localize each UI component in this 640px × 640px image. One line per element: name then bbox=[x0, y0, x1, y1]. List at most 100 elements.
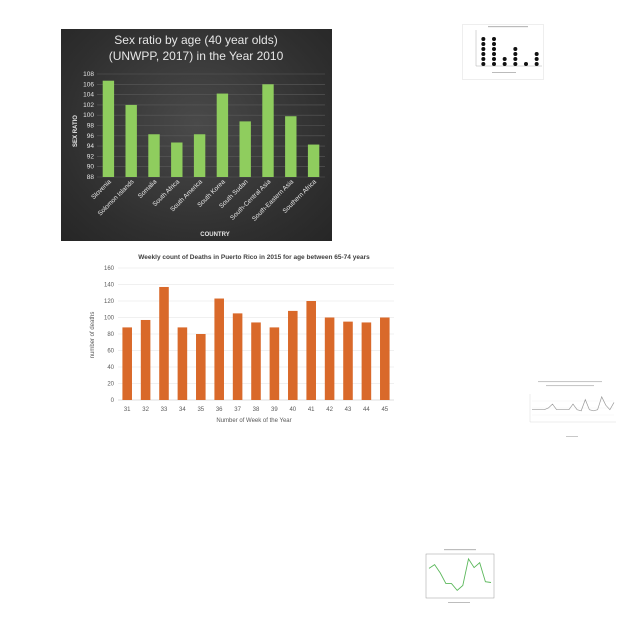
chart2-bar bbox=[306, 301, 316, 400]
chart2-y-tick-label: 100 bbox=[104, 316, 115, 322]
chart1-x-tick-label: Somalia bbox=[137, 178, 159, 200]
chart2-y-tick-label: 40 bbox=[107, 365, 114, 371]
chart2-bar bbox=[214, 298, 224, 400]
chart2-x-tick-label: 45 bbox=[381, 407, 388, 413]
chart2-x-tick-label: 40 bbox=[289, 407, 296, 413]
thumbnail-dot bbox=[492, 47, 496, 51]
chart1-y-tick-label: 90 bbox=[87, 164, 95, 171]
chart2-x-tick-label: 42 bbox=[326, 407, 333, 413]
chart1-y-tick-label: 94 bbox=[87, 143, 95, 150]
chart2-x-tick-label: 34 bbox=[179, 407, 186, 413]
thumbnail-line-chart-svg bbox=[529, 381, 616, 437]
chart1-y-tick-label: 100 bbox=[83, 112, 94, 119]
chart2-bar bbox=[177, 327, 188, 400]
chart1-y-tick-label: 106 bbox=[83, 81, 94, 88]
chart2-y-tick-label: 120 bbox=[104, 299, 115, 305]
sex-ratio-chart: Sex ratio by age (40 year olds) (UNWPP, … bbox=[61, 29, 332, 241]
chart1-bar bbox=[193, 134, 206, 177]
chart1-x-axis-label: COUNTRY bbox=[200, 232, 229, 238]
thumbnail-dot bbox=[492, 62, 496, 66]
chart2-x-tick-label: 36 bbox=[216, 407, 223, 413]
chart2-y-tick-label: 80 bbox=[107, 332, 114, 338]
chart2-bar bbox=[324, 317, 335, 400]
chart1-bar bbox=[148, 134, 160, 177]
chart2-bar bbox=[288, 310, 298, 400]
chart2-bar bbox=[196, 334, 206, 400]
chart2-bar bbox=[343, 321, 353, 400]
chart2-bar bbox=[251, 322, 261, 400]
chart2-y-tick-label: 140 bbox=[104, 283, 115, 289]
chart2-bar bbox=[269, 327, 280, 400]
thumbnail-dot bbox=[534, 62, 539, 66]
chart1-bar bbox=[216, 93, 229, 177]
chart1-bar bbox=[285, 116, 297, 177]
chart2-x-tick-label: 44 bbox=[363, 407, 370, 413]
thumbnail-dot-chart bbox=[462, 24, 544, 80]
thumbnail-green-line-chart-svg bbox=[425, 549, 495, 603]
chart2-y-axis-label: number of deaths bbox=[90, 312, 96, 359]
chart2-title: Weekly count of Deaths in Puerto Rico in… bbox=[138, 254, 370, 261]
thumbnail-green-line-chart bbox=[418, 545, 500, 605]
chart1-y-tick-label: 104 bbox=[83, 92, 94, 99]
chart2-x-tick-label: 43 bbox=[345, 407, 352, 413]
chart2-y-tick-label: 60 bbox=[107, 349, 114, 355]
thumbnail-line-chart bbox=[522, 378, 618, 440]
chart2-bar bbox=[361, 322, 372, 400]
thumbnail-dot bbox=[481, 62, 486, 66]
chart1-subtitle: (UNWPP, 2017) in the Year 2010 bbox=[109, 49, 284, 63]
chart2-x-tick-label: 41 bbox=[308, 407, 315, 413]
sex-ratio-chart-svg: Sex ratio by age (40 year olds) (UNWPP, … bbox=[73, 33, 325, 238]
chart1-y-tick-label: 102 bbox=[83, 102, 94, 109]
thumbnail-dot bbox=[492, 37, 496, 41]
chart2-bar bbox=[140, 319, 151, 400]
chart1-y-axis-label: SEX RATIO bbox=[73, 115, 79, 147]
chart2-x-tick-label: 33 bbox=[161, 407, 168, 413]
thumbnail-dot bbox=[502, 62, 507, 66]
thumbnail-dot bbox=[481, 57, 486, 61]
chart1-y-tick-label: 96 bbox=[87, 133, 95, 140]
puerto-rico-deaths-chart-svg: Weekly count of Deaths in Puerto Rico in… bbox=[90, 254, 394, 424]
thumbnail-series-line bbox=[532, 395, 615, 412]
puerto-rico-deaths-chart: Weekly count of Deaths in Puerto Rico in… bbox=[88, 248, 400, 430]
chart1-title: Sex ratio by age (40 year olds) bbox=[114, 33, 277, 47]
chart1-bar bbox=[125, 104, 137, 177]
chart2-x-tick-label: 35 bbox=[197, 407, 204, 413]
chart1-bar bbox=[171, 142, 183, 177]
chart1-y-tick-label: 98 bbox=[87, 123, 95, 130]
chart2-x-tick-label: 31 bbox=[124, 407, 131, 413]
chart1-x-tick-label: South-Central Asia bbox=[229, 178, 273, 222]
chart1-bar bbox=[262, 84, 274, 177]
chart2-y-tick-label: 20 bbox=[107, 382, 114, 388]
thumbnail-dot bbox=[513, 57, 518, 61]
thumbnail-dot bbox=[513, 47, 518, 51]
thumbnail-dot bbox=[492, 42, 496, 46]
chart2-bar bbox=[122, 327, 132, 400]
thumbnail-dot bbox=[524, 62, 528, 66]
thumbnail-dot bbox=[481, 52, 486, 56]
chart1-bar bbox=[307, 144, 320, 177]
thumbnail-dot bbox=[481, 47, 486, 51]
chart2-x-tick-label: 39 bbox=[271, 407, 278, 413]
chart1-bar bbox=[102, 80, 115, 177]
thumbnail-dot-chart-svg bbox=[462, 24, 544, 80]
chart1-y-tick-label: 108 bbox=[83, 71, 94, 78]
thumbnail-dot bbox=[534, 52, 539, 56]
chart2-bar bbox=[232, 313, 243, 400]
thumbnail-dot bbox=[481, 37, 486, 41]
thumbnail-dot bbox=[534, 57, 539, 61]
chart1-y-tick-label: 88 bbox=[87, 174, 95, 181]
chart1-x-tick-label: South-Eastern Asia bbox=[251, 178, 296, 223]
chart1-y-tick-label: 92 bbox=[87, 153, 95, 160]
chart2-bar bbox=[159, 286, 169, 400]
chart2-x-tick-label: 32 bbox=[142, 407, 149, 413]
chart2-y-tick-label: 0 bbox=[111, 398, 115, 404]
chart1-x-tick-label: Slovenia bbox=[90, 178, 113, 201]
thumbnail-dot bbox=[513, 62, 518, 66]
thumbnail-dot bbox=[492, 52, 496, 56]
thumbnail-green-series-line bbox=[428, 557, 492, 592]
thumbnail-dot bbox=[513, 52, 518, 56]
chart1-bar bbox=[239, 121, 251, 177]
chart2-y-tick-label: 160 bbox=[104, 266, 115, 272]
chart2-x-tick-label: 37 bbox=[234, 407, 241, 413]
chart2-x-axis-label: Number of Week of the Year bbox=[216, 418, 291, 424]
